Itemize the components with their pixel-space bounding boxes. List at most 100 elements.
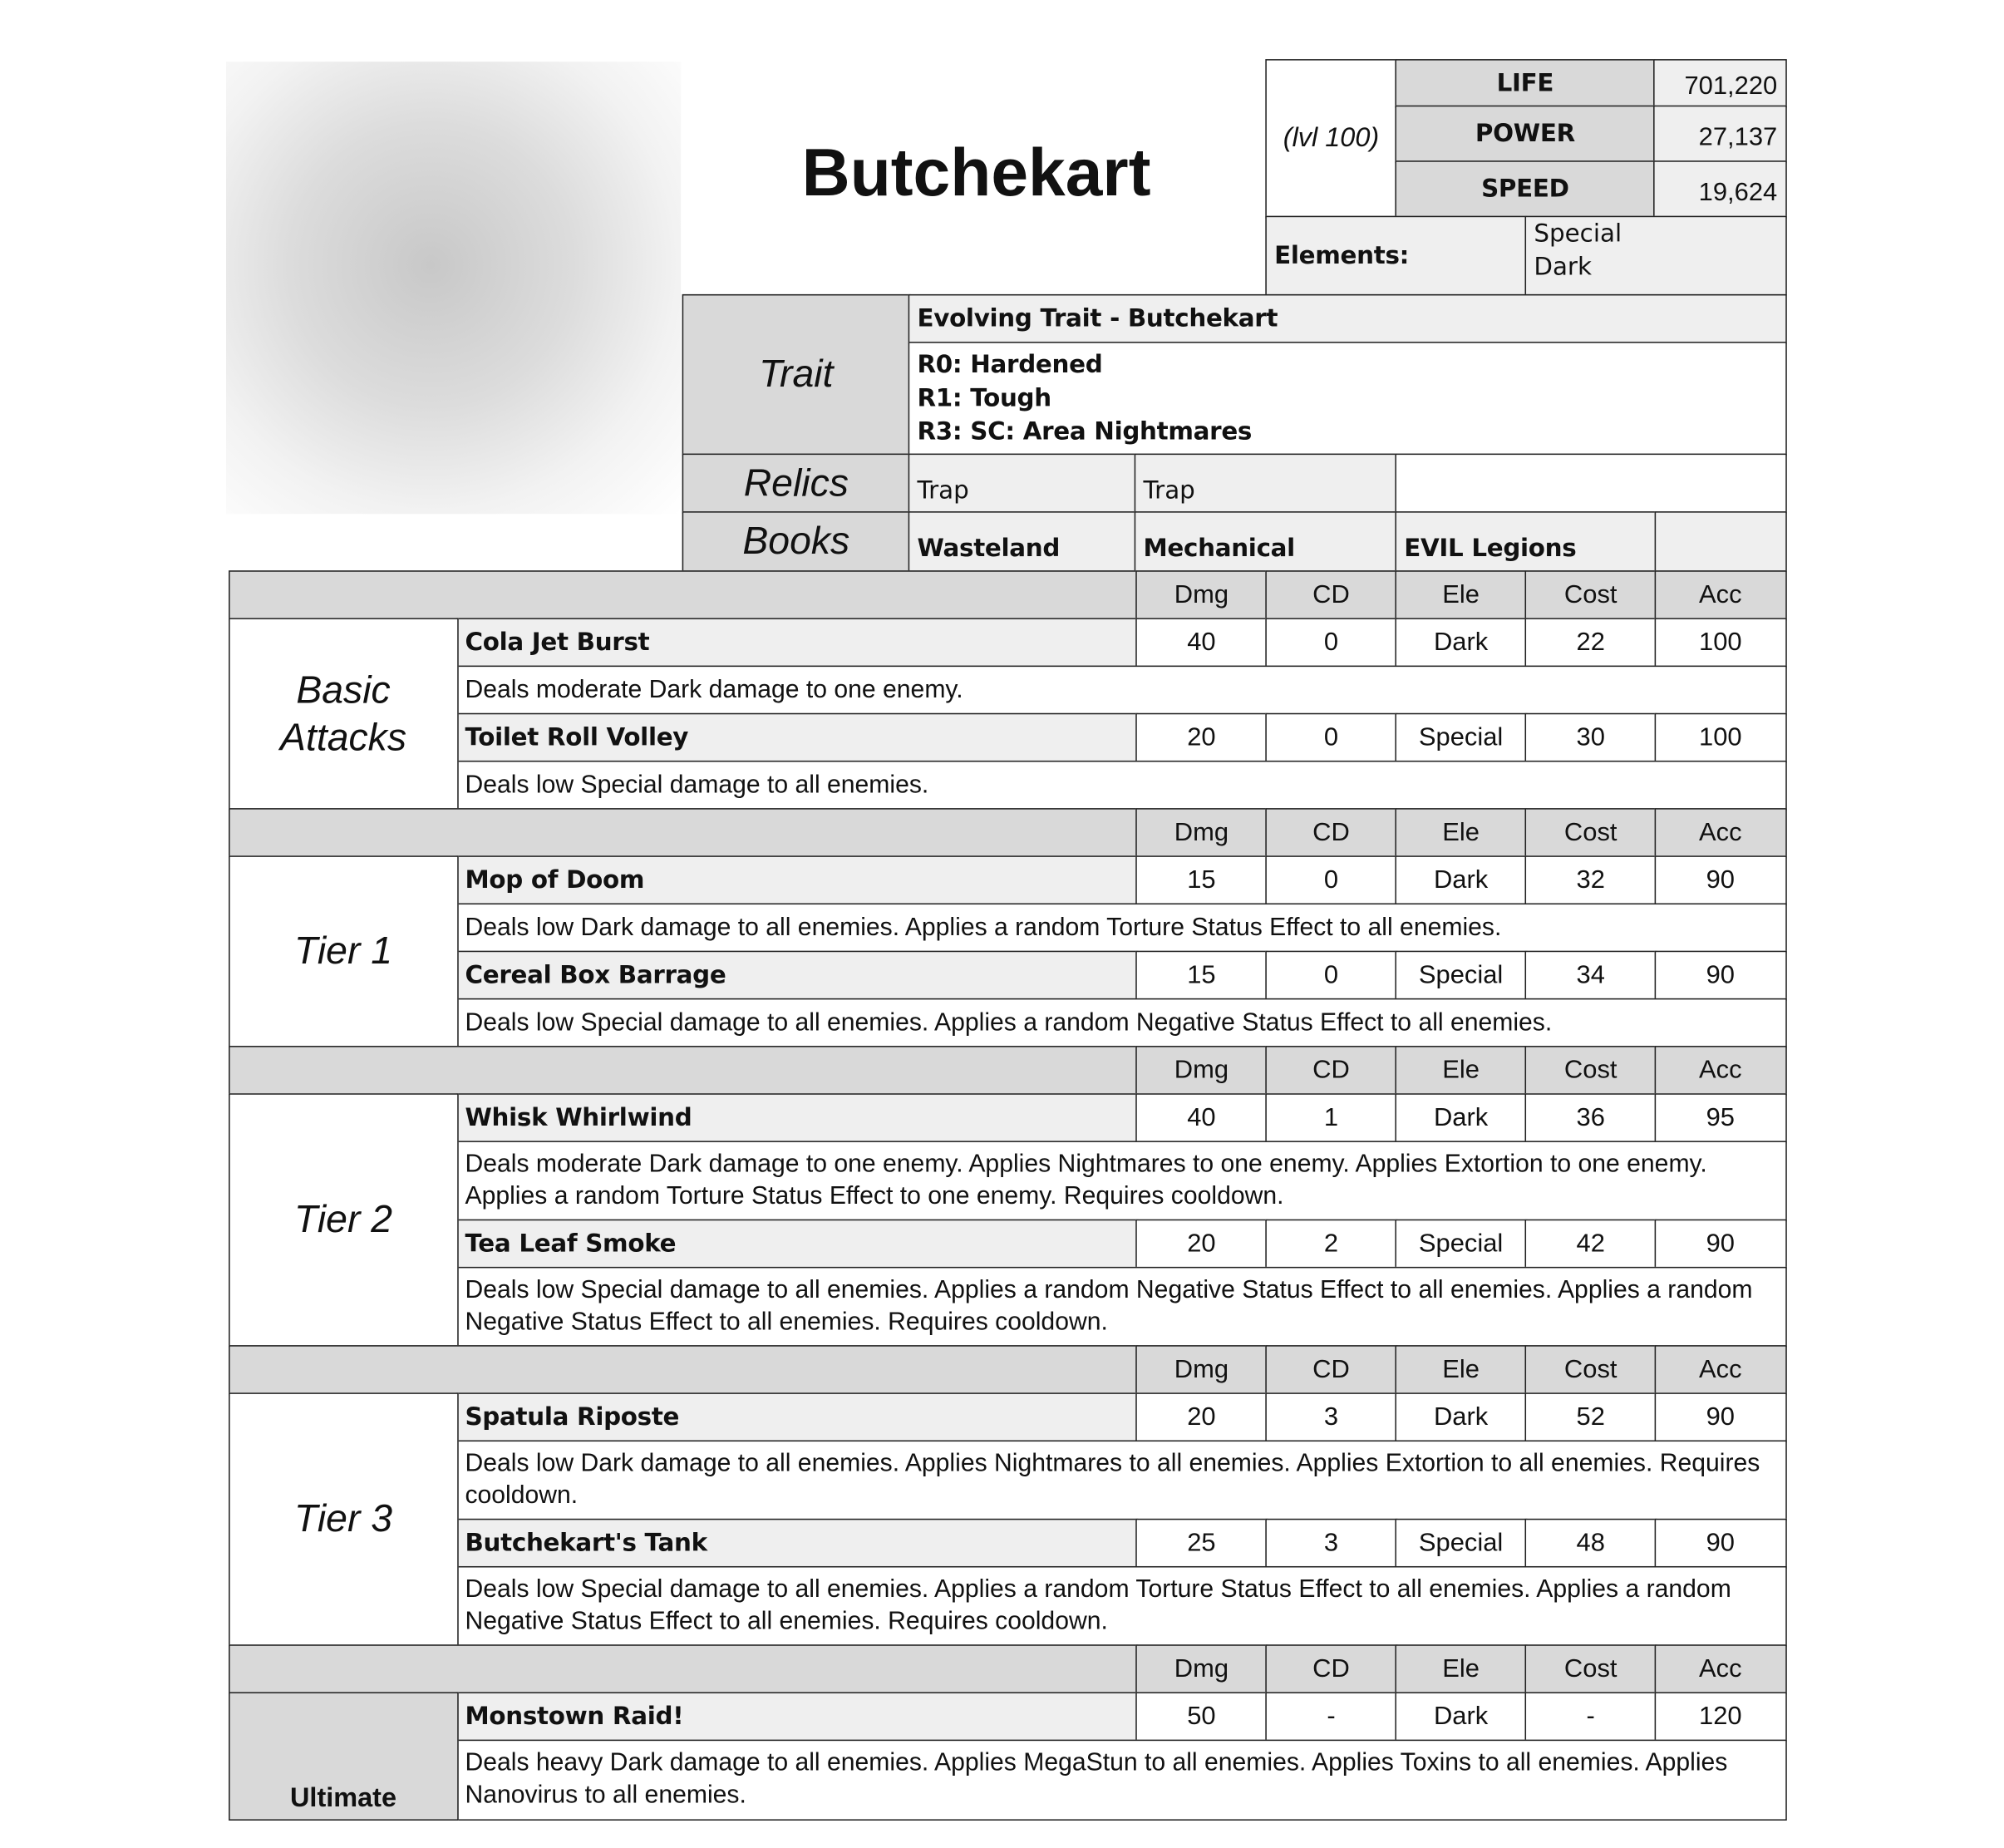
- skill-stat: Dark: [1395, 855, 1527, 905]
- skill-stat: 90: [1654, 1392, 1787, 1442]
- skill-stat: 15: [1135, 950, 1268, 1001]
- skill-stat: 50: [1135, 1692, 1268, 1742]
- relic-slot-text: Trap: [917, 476, 969, 505]
- column-header-text: Ele: [1442, 1056, 1480, 1085]
- skill-description: Deals low Special damage to all enemies.…: [455, 1266, 1787, 1348]
- skill-stat-text: 1: [1323, 1103, 1339, 1132]
- section-header-blank: [229, 808, 1138, 858]
- skill-stat: 40: [1135, 1093, 1268, 1143]
- trait-title: Evolving Trait - Butchekart: [908, 293, 1787, 344]
- elements-value-text: Special Dark: [1534, 219, 1622, 282]
- stat-value-text: 27,137: [1698, 122, 1778, 151]
- books-label-text: Books: [742, 520, 850, 563]
- skill-stat-text: 25: [1187, 1528, 1216, 1557]
- skill-name: Monstown Raid!: [455, 1692, 1138, 1742]
- skill-description-text: Deals low Dark damage to all enemies. Ap…: [465, 913, 1502, 942]
- skill-stat: Dark: [1395, 1692, 1527, 1742]
- section-header-blank: [229, 1644, 1138, 1694]
- skill-name: Mop of Doom: [455, 855, 1138, 905]
- skill-stat: Dark: [1395, 1093, 1527, 1143]
- skill-stat-text: 20: [1187, 1229, 1216, 1258]
- column-header-text: CD: [1312, 1056, 1350, 1085]
- column-header: Cost: [1524, 1644, 1657, 1694]
- skill-description-text: Deals moderate Dark damage to one enemy.…: [465, 1150, 1707, 1211]
- skill-stat-text: 120: [1699, 1702, 1742, 1731]
- column-header-text: Dmg: [1174, 1654, 1229, 1683]
- column-header: Acc: [1654, 570, 1787, 620]
- skill-description-text: Deals low Special damage to all enemies.…: [465, 1575, 1731, 1636]
- column-header-text: Acc: [1699, 580, 1742, 609]
- skill-stat-text: 0: [1323, 628, 1339, 657]
- section-header-blank: [229, 1345, 1138, 1395]
- skill-stat-text: 15: [1187, 865, 1216, 894]
- column-header-text: CD: [1312, 1355, 1350, 1384]
- skill-stat: 3: [1265, 1518, 1397, 1569]
- skill-stat: 32: [1524, 855, 1657, 905]
- character-portrait: [226, 62, 682, 515]
- column-header-text: Ele: [1442, 1654, 1480, 1683]
- skill-description: Deals low Dark damage to all enemies. Ap…: [455, 903, 1787, 953]
- skill-name: Cereal Box Barrage: [455, 950, 1138, 1001]
- elements-label-text: Elements:: [1274, 241, 1410, 270]
- skill-stat: 0: [1265, 855, 1397, 905]
- skill-stat-text: 90: [1706, 960, 1736, 989]
- skill-stat: -: [1524, 1692, 1657, 1742]
- stat-label: SPEED: [1395, 160, 1656, 218]
- trait-rank: R3: SC: Area Nightmares: [917, 417, 1253, 446]
- skill-name: Cola Jet Burst: [455, 618, 1138, 668]
- column-header: Dmg: [1135, 808, 1268, 858]
- section-label: Ultimate: [229, 1692, 458, 1821]
- skill-stat: Special: [1395, 1518, 1527, 1569]
- column-header-text: Dmg: [1174, 1355, 1229, 1384]
- section-label: Basic Attacks: [229, 618, 458, 811]
- skill-stat-text: 15: [1187, 960, 1216, 989]
- column-header-text: Acc: [1699, 818, 1742, 847]
- skill-stat: 100: [1654, 712, 1787, 763]
- column-header-text: Dmg: [1174, 1056, 1229, 1085]
- skill-stat-text: 100: [1699, 722, 1742, 752]
- skill-stat: 120: [1654, 1692, 1787, 1742]
- skill-stat: 42: [1524, 1219, 1657, 1269]
- column-header: Ele: [1395, 1644, 1527, 1694]
- skill-name-text: Mop of Doom: [465, 866, 645, 895]
- skill-stat-text: 0: [1323, 722, 1339, 752]
- section-label: Tier 3: [229, 1392, 458, 1647]
- column-header-text: Acc: [1699, 1355, 1742, 1384]
- skill-stat-text: 52: [1576, 1402, 1605, 1432]
- skill-stat-text: Dark: [1433, 1402, 1489, 1432]
- skill-stat-text: Dark: [1433, 865, 1489, 894]
- column-header-text: CD: [1312, 580, 1350, 609]
- stat-value: 701,220: [1653, 59, 1787, 108]
- column-header: CD: [1265, 1345, 1397, 1395]
- skill-stat-text: 0: [1323, 960, 1339, 989]
- skill-name-text: Cereal Box Barrage: [465, 961, 726, 990]
- skill-name: Toilet Roll Volley: [455, 712, 1138, 763]
- column-header: CD: [1265, 570, 1397, 620]
- skill-stat: Special: [1395, 950, 1527, 1001]
- skill-stat-text: 90: [1706, 1402, 1736, 1432]
- trait-label: Trait: [682, 293, 910, 456]
- section-label-text: Basic Attacks: [280, 668, 407, 760]
- section-label: Tier 2: [229, 1093, 458, 1348]
- stat-label-text: POWER: [1475, 120, 1575, 149]
- trait-title-text: Evolving Trait - Butchekart: [917, 304, 1278, 333]
- skill-stat-text: 32: [1576, 865, 1605, 894]
- relic-slot: Trap: [1134, 453, 1397, 514]
- column-header-text: Ele: [1442, 1355, 1480, 1384]
- skill-stat: 0: [1265, 712, 1397, 763]
- skill-stat-text: 42: [1576, 1229, 1605, 1258]
- skill-stat-text: 36: [1576, 1103, 1605, 1132]
- column-header-text: Cost: [1563, 1355, 1617, 1384]
- section-label: Tier 1: [229, 855, 458, 1048]
- character-name: Butchekart: [801, 136, 1151, 211]
- skill-description: Deals moderate Dark damage to one enemy.…: [455, 1141, 1787, 1221]
- elements-value: Special Dark: [1524, 215, 1787, 295]
- book-slot-text: Wasteland: [917, 535, 1061, 564]
- skill-stat: 52: [1524, 1392, 1657, 1442]
- skill-stat: 0: [1265, 950, 1397, 1001]
- skill-name: Spatula Riposte: [455, 1392, 1138, 1442]
- skill-description-text: Deals low Dark damage to all enemies. Ap…: [465, 1449, 1760, 1510]
- skill-stat-text: 90: [1706, 865, 1736, 894]
- skill-stat: Dark: [1395, 1392, 1527, 1442]
